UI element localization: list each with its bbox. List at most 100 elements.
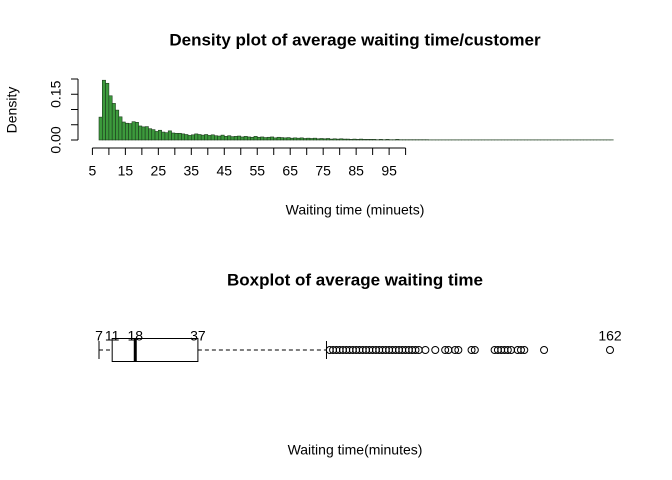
bar	[197, 134, 202, 141]
bar	[121, 121, 126, 141]
x-tick-label: 35	[184, 163, 200, 179]
bar	[105, 82, 110, 141]
bar	[349, 139, 354, 141]
bar	[270, 136, 275, 141]
bar	[158, 129, 162, 141]
bar	[329, 138, 334, 141]
bar	[362, 139, 367, 141]
bar	[260, 136, 265, 141]
bar	[355, 139, 360, 141]
bar	[369, 139, 373, 141]
bar	[256, 136, 261, 141]
x-tick-label: 55	[249, 163, 265, 179]
bar	[210, 134, 215, 141]
x-tick-label: 75	[315, 163, 331, 179]
x-axis-label: Waiting time(minutes)	[288, 442, 423, 458]
bar	[316, 138, 321, 141]
bar	[161, 131, 166, 141]
bar	[144, 126, 149, 141]
bar	[299, 137, 304, 141]
bar	[332, 138, 337, 141]
bar	[131, 121, 136, 141]
box	[111, 338, 199, 362]
outlier	[470, 346, 479, 354]
outlier	[503, 346, 512, 354]
bar	[134, 122, 139, 141]
bar	[312, 137, 317, 141]
bar	[345, 138, 350, 141]
outlier	[421, 346, 430, 354]
bar	[141, 126, 146, 141]
x-axis-label: Waiting time (minuets)	[286, 202, 425, 218]
bar	[227, 135, 232, 141]
bar	[174, 132, 179, 141]
stat-label: 162	[598, 328, 622, 344]
bar	[230, 136, 235, 141]
bar	[177, 132, 182, 141]
bar	[151, 129, 156, 141]
bar	[125, 122, 129, 141]
outlier	[431, 346, 440, 354]
bar	[184, 134, 189, 141]
bar	[154, 131, 159, 141]
bar	[273, 137, 278, 141]
bar	[217, 135, 222, 141]
bar	[352, 138, 357, 141]
bar	[395, 139, 400, 141]
outlier	[467, 346, 476, 354]
bar	[250, 136, 255, 141]
bar	[243, 136, 248, 141]
bar	[326, 138, 331, 141]
x-tick-label: 95	[381, 163, 397, 179]
bar	[164, 132, 169, 141]
outlier	[516, 346, 525, 354]
outlier	[454, 346, 463, 354]
bar	[111, 103, 116, 141]
bar	[293, 137, 298, 141]
x-tick-label: 65	[282, 163, 298, 179]
bar	[118, 116, 123, 141]
bar	[336, 138, 340, 141]
bar	[204, 134, 209, 141]
bar	[233, 136, 238, 141]
stat-label: 37	[190, 328, 206, 344]
bar	[148, 128, 153, 141]
y-tick-label: 0.00	[48, 126, 64, 153]
bar	[306, 137, 311, 141]
bar	[342, 138, 347, 141]
bar	[194, 133, 199, 141]
bar	[237, 135, 242, 141]
bar	[214, 135, 218, 141]
bar	[365, 139, 370, 141]
outlier	[441, 346, 450, 354]
y-tick-label: 0.15	[48, 80, 64, 107]
bar	[296, 137, 301, 141]
stat-label: 7	[95, 328, 103, 344]
bar	[167, 130, 172, 141]
bar	[220, 134, 225, 141]
bar	[339, 138, 344, 141]
bar	[101, 79, 106, 141]
bar	[253, 136, 258, 141]
stat-label: 11	[105, 328, 120, 344]
bar	[378, 139, 383, 141]
bar	[138, 125, 143, 141]
x-tick-label: 15	[118, 163, 134, 179]
x-tick-label: 85	[348, 163, 364, 179]
x-tick-label: 25	[151, 163, 167, 179]
bar	[289, 137, 294, 141]
outlier	[451, 346, 460, 354]
bar	[286, 137, 291, 141]
bar	[200, 134, 205, 141]
bar	[207, 135, 212, 141]
outlier	[520, 346, 529, 354]
bar	[115, 109, 120, 141]
bar	[385, 139, 390, 141]
bar	[240, 136, 245, 141]
chart-title: Boxplot of average waiting time	[227, 270, 483, 289]
bar	[187, 135, 192, 141]
chart-title: Density plot of average waiting time/cus…	[169, 30, 541, 49]
bar	[263, 137, 268, 141]
outlier	[411, 346, 420, 354]
